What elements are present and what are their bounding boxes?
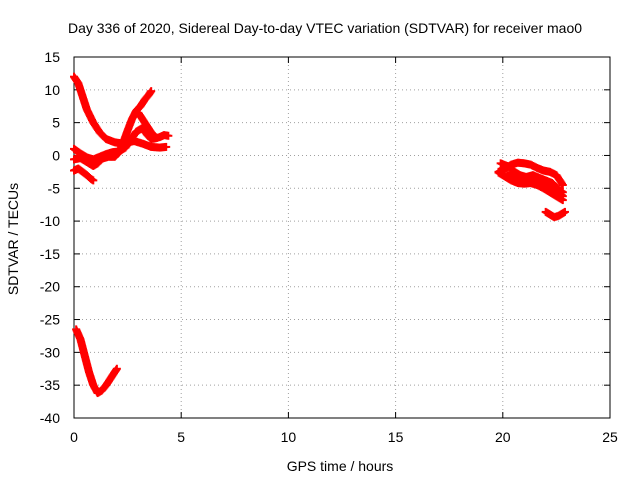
y-tick-label: 0 — [52, 147, 60, 163]
y-tick-label: -20 — [40, 279, 60, 295]
data-points — [70, 72, 569, 398]
y-tick-label: -25 — [40, 312, 60, 328]
chart-title: Day 336 of 2020, Sidereal Day-to-day VTE… — [68, 20, 582, 36]
data-point — [558, 180, 567, 189]
y-tick-label: 10 — [44, 82, 60, 98]
y-tick-label: -30 — [40, 344, 60, 360]
data-point — [151, 133, 160, 142]
plot-frame — [73, 56, 611, 419]
y-tick-label: -15 — [40, 246, 60, 262]
y-tick-label: -10 — [40, 213, 60, 229]
y-axis-label: SDTVAR / TECUs — [5, 183, 21, 295]
data-point — [558, 192, 567, 201]
data-point — [162, 142, 171, 151]
y-tick-label: -35 — [40, 377, 60, 393]
x-tick-label: 10 — [281, 429, 297, 445]
y-tick-label: 15 — [44, 49, 60, 65]
data-point — [147, 87, 156, 96]
x-tick-label: 5 — [177, 429, 185, 445]
y-tick-label: -5 — [48, 180, 61, 196]
data-point — [560, 207, 569, 216]
x-tick-label: 20 — [495, 429, 511, 445]
axis-ticks: 0 5 10 15 20 25 15 10 5 0 -5 -10 -15 -20 -25 -30 -35 -40 — [40, 49, 618, 445]
x-tick-label: 15 — [388, 429, 404, 445]
y-tick-label: -40 — [40, 410, 60, 426]
x-axis-label: GPS time / hours — [287, 458, 394, 474]
data-point — [89, 176, 98, 185]
grid-lines — [74, 57, 610, 418]
y-tick-label: 5 — [52, 115, 60, 131]
data-point — [164, 131, 173, 140]
x-tick-label: 0 — [70, 429, 78, 445]
x-tick-label: 25 — [602, 429, 618, 445]
data-point — [112, 364, 121, 373]
